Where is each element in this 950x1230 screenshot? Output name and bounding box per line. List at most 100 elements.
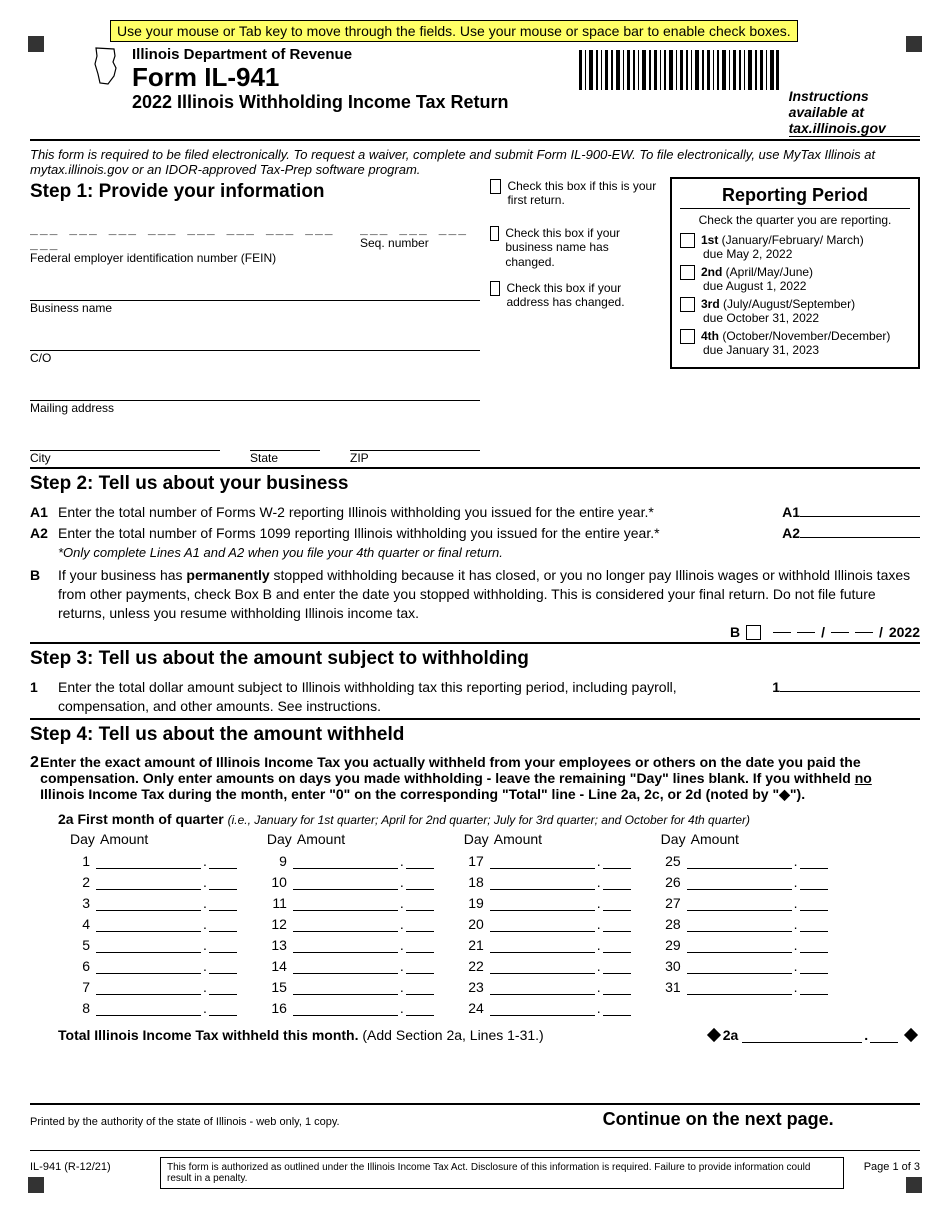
- amount-int-input[interactable]: [490, 958, 595, 974]
- amount-dec-input[interactable]: [406, 916, 434, 932]
- amount-dec-input[interactable]: [209, 937, 237, 953]
- amount-dec-input[interactable]: [800, 874, 828, 890]
- quarter-checkbox[interactable]: [680, 233, 695, 248]
- quarter-checkbox[interactable]: [680, 265, 695, 280]
- quarter-checkbox[interactable]: [680, 329, 695, 344]
- amount-dec-input[interactable]: [800, 937, 828, 953]
- date-mm-input[interactable]: [773, 632, 791, 633]
- first-return-checkbox[interactable]: [490, 179, 501, 194]
- amount-int-input[interactable]: [293, 895, 398, 911]
- date-dd-input[interactable]: [855, 632, 873, 633]
- amount-dec-input[interactable]: [209, 874, 237, 890]
- amount-int-input[interactable]: [96, 874, 201, 890]
- mailing-address-input[interactable]: [30, 379, 480, 401]
- amount-dec-input[interactable]: [406, 937, 434, 953]
- amount-int-input[interactable]: [687, 874, 792, 890]
- day-number: 1: [70, 853, 96, 869]
- amount-int-input[interactable]: [490, 979, 595, 995]
- amount-dec-input[interactable]: [603, 937, 631, 953]
- amount-int-input[interactable]: [490, 1000, 595, 1016]
- amount-int-input[interactable]: [687, 958, 792, 974]
- date-dd-input[interactable]: [831, 632, 849, 633]
- amount-dec-input[interactable]: [800, 895, 828, 911]
- line-1-tag: 1: [30, 678, 58, 697]
- amount-int-input[interactable]: [293, 853, 398, 869]
- authorization-text: This form is authorized as outlined unde…: [160, 1157, 844, 1189]
- name-changed-checkbox[interactable]: [490, 226, 499, 241]
- amount-dec-input[interactable]: [603, 979, 631, 995]
- line-b-date-group: B / / 2022: [730, 624, 920, 640]
- amount-dec-input[interactable]: [406, 979, 434, 995]
- line-b-checkbox[interactable]: [746, 625, 761, 640]
- amount-dec-input[interactable]: [209, 1000, 237, 1016]
- state-input[interactable]: [250, 429, 320, 451]
- amount-dec-input[interactable]: [603, 1000, 631, 1016]
- co-input[interactable]: [30, 329, 480, 351]
- business-name-input[interactable]: [30, 279, 480, 301]
- line-1-input[interactable]: [780, 678, 920, 692]
- amount-int-input[interactable]: [293, 937, 398, 953]
- amount-dec-input[interactable]: [603, 958, 631, 974]
- total-2a-dec-input[interactable]: [870, 1027, 898, 1043]
- total-2a-label: 2a: [723, 1027, 739, 1043]
- date-mm-input[interactable]: [797, 632, 815, 633]
- amount-int-input[interactable]: [490, 874, 595, 890]
- amount-int-input[interactable]: [293, 916, 398, 932]
- day-column: DayAmount17.18.19.20.21.22.23.24.: [464, 831, 631, 1021]
- registration-mark: [906, 1177, 922, 1193]
- amount-int-input[interactable]: [96, 1000, 201, 1016]
- amount-dec-input[interactable]: [209, 853, 237, 869]
- amount-dec-input[interactable]: [603, 895, 631, 911]
- amount-int-input[interactable]: [687, 937, 792, 953]
- amount-int-input[interactable]: [293, 958, 398, 974]
- line-2-tag: 2: [30, 754, 40, 772]
- amount-dec-input[interactable]: [209, 916, 237, 932]
- amount-dec-input[interactable]: [406, 1000, 434, 1016]
- amount-int-input[interactable]: [687, 916, 792, 932]
- city-input[interactable]: [30, 429, 220, 451]
- zip-input[interactable]: [350, 429, 480, 451]
- line-a1-text: Enter the total number of Forms W-2 repo…: [58, 503, 774, 522]
- day-number: 13: [267, 937, 293, 953]
- amount-int-input[interactable]: [293, 874, 398, 890]
- amount-dec-input[interactable]: [800, 916, 828, 932]
- first-return-label: Check this box if this is your first ret…: [507, 179, 660, 208]
- amount-dec-input[interactable]: [603, 853, 631, 869]
- amount-header: Amount: [494, 831, 542, 847]
- quarter-checkbox[interactable]: [680, 297, 695, 312]
- amount-dec-input[interactable]: [406, 958, 434, 974]
- amount-dec-input[interactable]: [209, 958, 237, 974]
- amount-dec-input[interactable]: [209, 895, 237, 911]
- amount-dec-input[interactable]: [406, 874, 434, 890]
- barcode-icon: [579, 50, 779, 95]
- total-2a-int-input[interactable]: [742, 1027, 862, 1043]
- amount-int-input[interactable]: [687, 895, 792, 911]
- amount-int-input[interactable]: [96, 895, 201, 911]
- amount-int-input[interactable]: [96, 958, 201, 974]
- amount-dec-input[interactable]: [209, 979, 237, 995]
- amount-dec-input[interactable]: [800, 958, 828, 974]
- amount-int-input[interactable]: [96, 853, 201, 869]
- line-a2-input[interactable]: [800, 524, 920, 538]
- amount-dec-input[interactable]: [406, 895, 434, 911]
- amount-int-input[interactable]: [490, 895, 595, 911]
- amount-int-input[interactable]: [687, 979, 792, 995]
- amount-int-input[interactable]: [96, 916, 201, 932]
- amount-dec-input[interactable]: [800, 853, 828, 869]
- amount-int-input[interactable]: [293, 1000, 398, 1016]
- amount-int-input[interactable]: [96, 979, 201, 995]
- amount-dec-input[interactable]: [603, 916, 631, 932]
- amount-int-input[interactable]: [293, 979, 398, 995]
- amount-int-input[interactable]: [490, 916, 595, 932]
- address-changed-checkbox[interactable]: [490, 281, 500, 296]
- amount-int-input[interactable]: [490, 937, 595, 953]
- amount-dec-input[interactable]: [406, 853, 434, 869]
- amount-int-input[interactable]: [96, 937, 201, 953]
- amount-int-input[interactable]: [687, 853, 792, 869]
- amount-dec-input[interactable]: [603, 874, 631, 890]
- amount-int-input[interactable]: [490, 853, 595, 869]
- amount-dec-input[interactable]: [800, 979, 828, 995]
- line-a1-input[interactable]: [800, 503, 920, 517]
- address-changed-label: Check this box if your address has chang…: [506, 281, 660, 310]
- day-row: 28.: [661, 916, 828, 932]
